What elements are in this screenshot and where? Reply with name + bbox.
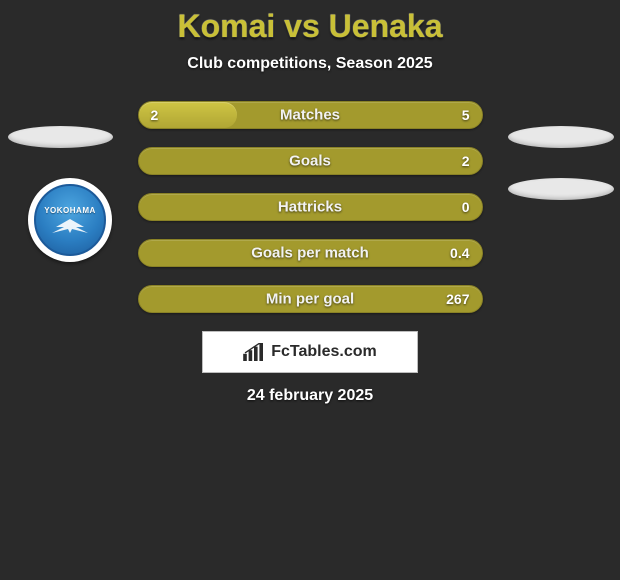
player-left-avatar-placeholder — [8, 126, 113, 148]
footer-date: 24 february 2025 — [0, 387, 620, 405]
stat-label: Min per goal — [139, 291, 482, 308]
wings-icon — [50, 217, 90, 235]
stat-right-value: 267 — [446, 291, 469, 307]
stat-right-value: 0.4 — [450, 245, 469, 261]
player-right-avatar-placeholder — [508, 126, 614, 148]
brand-badge: FcTables.com — [202, 331, 418, 373]
stat-label: Goals — [139, 153, 482, 170]
stat-fill — [139, 102, 237, 128]
club-logo-text: YOKOHAMA — [44, 206, 96, 215]
stat-label: Goals per match — [139, 245, 482, 262]
stat-label: Hattricks — [139, 199, 482, 216]
page-subtitle: Club competitions, Season 2025 — [0, 55, 620, 73]
stat-right-value: 2 — [462, 153, 470, 169]
stat-right-value: 5 — [462, 107, 470, 123]
bar-chart-icon — [243, 343, 265, 361]
stat-row: Min per goal267 — [138, 285, 483, 313]
stat-row: 2Matches5 — [138, 101, 483, 129]
stat-row: Hattricks0 — [138, 193, 483, 221]
brand-text: FcTables.com — [271, 343, 377, 361]
stat-row: Goals per match0.4 — [138, 239, 483, 267]
page-title: Komai vs Uenaka — [0, 8, 620, 45]
stat-right-value: 0 — [462, 199, 470, 215]
club-logo-inner: YOKOHAMA — [34, 184, 106, 256]
player-right-club-placeholder — [508, 178, 614, 200]
stat-row: Goals2 — [138, 147, 483, 175]
player-left-club-logo: YOKOHAMA — [28, 178, 112, 262]
